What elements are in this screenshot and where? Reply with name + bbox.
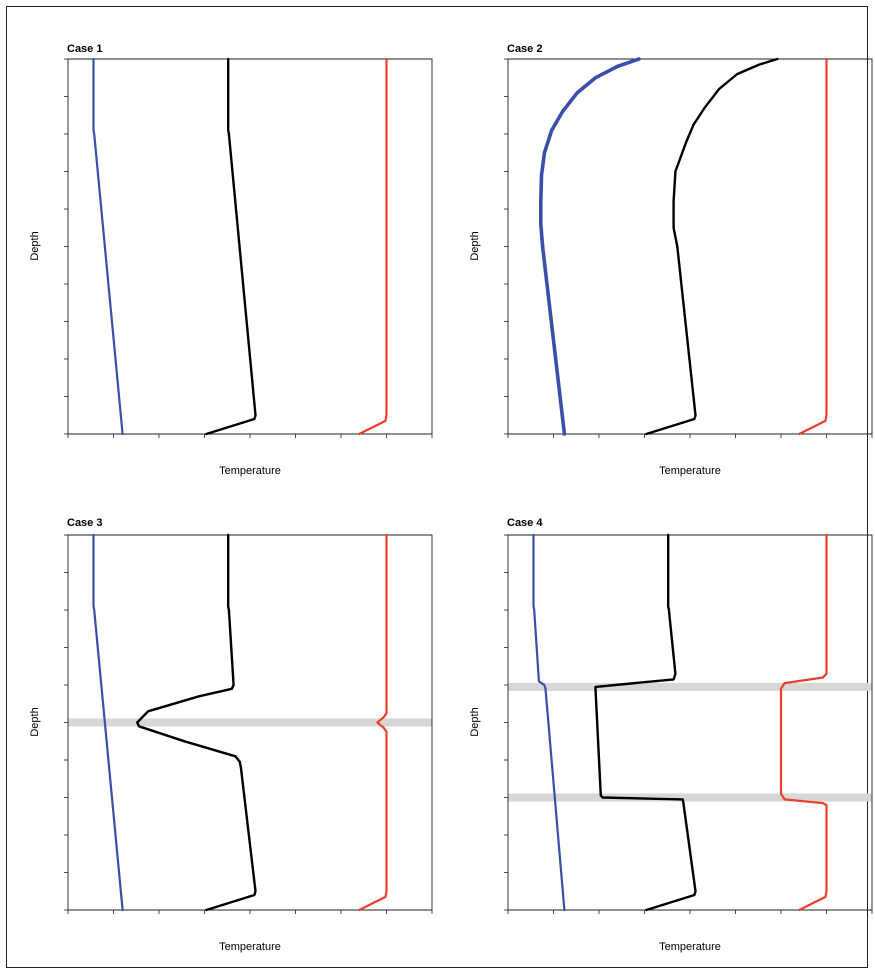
panel-title: Case 2 (507, 43, 542, 55)
shaded-layer-band (508, 682, 872, 691)
plot-frame (68, 58, 433, 435)
series-line (358, 57, 388, 436)
y-axis-label: Depth (29, 231, 41, 260)
series-line (645, 57, 779, 436)
plot-frame (508, 58, 873, 435)
y-axis-label: Depth (29, 707, 41, 736)
panel-case-4: Case 4 Depth Temperature (469, 517, 873, 953)
panel-title: Case 1 (67, 43, 102, 55)
x-axis-label: Temperature (219, 941, 281, 953)
shaded-layer-band (68, 718, 432, 727)
panel-case-3: Case 3 Depth Temperature (29, 517, 433, 953)
figure-frame (6, 6, 868, 968)
series-line (358, 533, 388, 912)
x-axis-label: Temperature (219, 465, 281, 477)
y-axis-label: Depth (469, 231, 481, 260)
panel-title: Case 4 (507, 517, 543, 529)
panel-case-2: Case 2 Depth Temperature (469, 43, 873, 477)
series-line (205, 57, 257, 436)
series-line (779, 533, 828, 912)
x-axis-label: Temperature (659, 465, 721, 477)
series-line (538, 57, 641, 436)
series-line (798, 57, 828, 436)
shaded-layer-band (508, 793, 872, 802)
series-line (594, 533, 697, 912)
series-line (532, 533, 566, 912)
series-line (135, 533, 257, 912)
panel-title: Case 3 (67, 517, 102, 529)
y-axis-label: Depth (469, 707, 481, 736)
series-line (92, 57, 124, 436)
panel-case-1: Case 1 Depth Temperature (29, 43, 433, 477)
x-axis-label: Temperature (659, 941, 721, 953)
series-line (92, 533, 124, 912)
